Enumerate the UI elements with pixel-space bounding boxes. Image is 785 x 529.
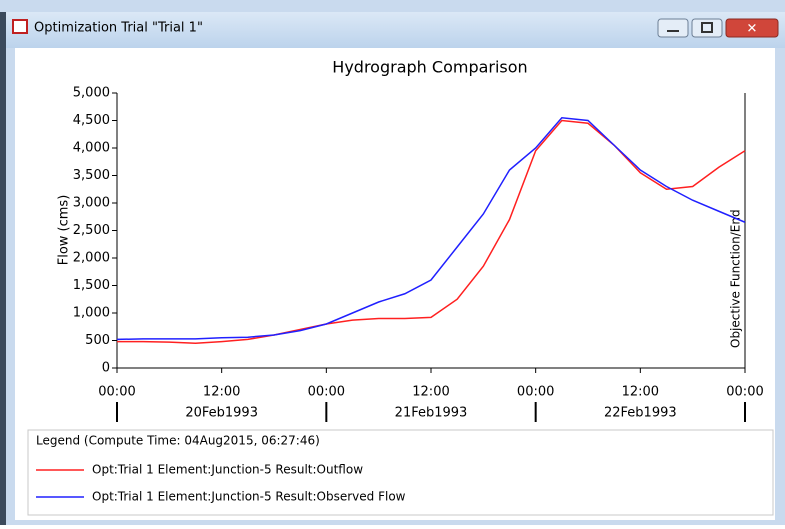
series-line [117, 119, 746, 345]
legend-title: Legend (Compute Time: 04Aug2015, 06:27:4… [36, 434, 320, 448]
maximize-icon [701, 22, 713, 33]
title-bar [0, 12, 785, 48]
legend-label: Opt:Trial 1 Element:Junction-5 Result:Ou… [92, 463, 363, 477]
y-tick-label: 2,500 [73, 223, 110, 238]
y-tick-label: 500 [85, 333, 110, 348]
chart-title: Hydrograph Comparison [332, 58, 527, 77]
maximize-button[interactable] [691, 18, 723, 38]
y-tick-label: 5,000 [73, 86, 110, 101]
x-tick-label: 00:00 [308, 385, 345, 400]
date-label: 22Feb1993 [604, 406, 677, 421]
plot: 0 500 1,000 1,500 2,000 2,500 3,000 3,500 4,000 4… [73, 86, 764, 422]
y-axis-label: Flow (cms) [57, 195, 72, 266]
date-label: 21Feb1993 [395, 406, 468, 421]
close-icon: ✕ [747, 22, 758, 37]
date-label: 20Feb1993 [185, 406, 258, 421]
y-tick-label: 3,500 [73, 168, 110, 183]
minimize-button[interactable] [657, 18, 689, 38]
y-tick-label: 3,000 [73, 196, 110, 211]
window-icon [12, 19, 28, 34]
y-tick-label: 1,000 [73, 306, 110, 321]
series-line [116, 116, 746, 341]
y-tick-label: 2,000 [73, 251, 110, 266]
close-button[interactable] [725, 18, 779, 38]
y-tick-label: 1,500 [73, 278, 110, 293]
x-tick-label: 00:00 [98, 385, 135, 400]
y-tick-label: 4,500 [73, 113, 110, 128]
x-tick-label: 12:00 [622, 385, 659, 400]
window-title: Optimization Trial "Trial 1" [34, 21, 203, 36]
x-tick-label: 00:00 [726, 385, 763, 400]
y-tick-label: 0 [102, 361, 110, 376]
legend-box [27, 429, 774, 516]
chart-panel [15, 48, 775, 520]
legend-label: Opt:Trial 1 Element:Junction-5 Result:Ob… [92, 490, 406, 504]
annotation: Objective Function/End [729, 209, 743, 348]
frame-edge [0, 12, 6, 525]
x-tick-label: 00:00 [517, 385, 554, 400]
y-tick-label: 4,000 [73, 141, 110, 156]
x-tick-label: 12:00 [412, 385, 449, 400]
x-tick-label: 12:00 [203, 385, 240, 400]
